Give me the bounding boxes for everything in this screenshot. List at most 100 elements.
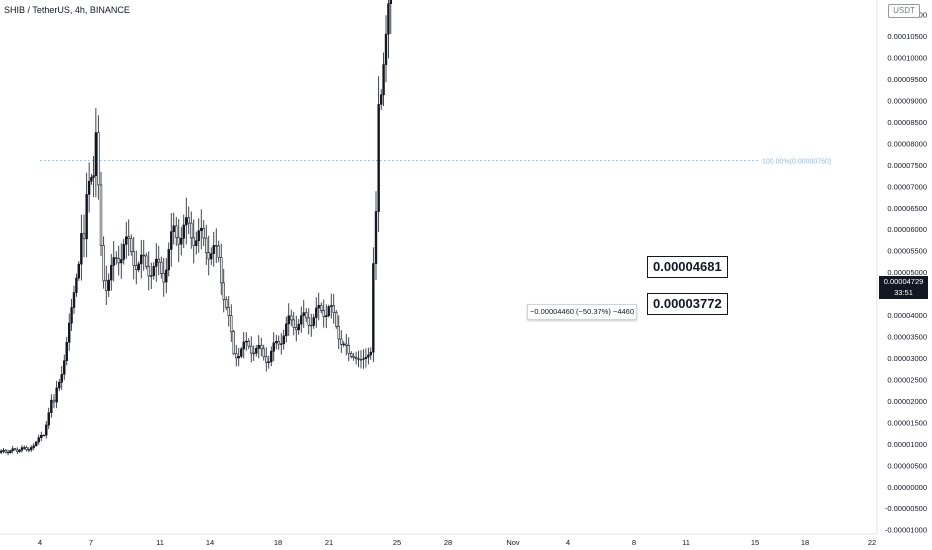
candle-body	[175, 225, 178, 238]
symbol-title: SHIB / TetherUS, 4h, BINANCE	[4, 5, 130, 15]
candle-body	[280, 343, 283, 345]
candle-body	[9, 450, 12, 454]
candle-body	[227, 307, 230, 316]
x-tick-label: 8	[632, 538, 636, 547]
candle-body	[210, 253, 213, 260]
candle-body	[182, 224, 185, 239]
candle-body	[55, 387, 58, 403]
y-tick-label: 0.00003000	[887, 354, 927, 363]
candle-body	[40, 434, 43, 439]
candle-body	[235, 353, 238, 359]
y-tick-label: 0.00006000	[887, 225, 927, 234]
candle-body	[217, 245, 220, 258]
y-tick-label: -0.00000500	[885, 504, 927, 513]
candle-body	[99, 184, 103, 246]
candle-body	[160, 261, 163, 274]
candle-body	[332, 305, 335, 313]
candle-body	[335, 312, 338, 327]
candle-body	[2, 450, 5, 452]
y-tick-label: 0.00002000	[887, 397, 927, 406]
candle-body	[295, 327, 298, 331]
candle-body	[0, 450, 3, 453]
candle-body	[384, 33, 388, 65]
currency-button[interactable]: USDT	[888, 4, 920, 18]
candle-body	[145, 255, 148, 267]
candle-body	[307, 317, 310, 326]
candle-body	[347, 345, 350, 354]
candle-body	[247, 340, 250, 347]
candle-body	[300, 315, 303, 325]
candle-body	[364, 356, 368, 360]
candle-body	[245, 340, 248, 343]
candle-body	[287, 315, 290, 325]
candle-body	[110, 265, 113, 281]
candle-body	[270, 350, 273, 363]
candle-body	[65, 341, 68, 361]
candle-body	[45, 424, 48, 436]
candle-body	[225, 299, 228, 308]
candle-body	[140, 254, 143, 265]
x-tick-label: 15	[751, 538, 759, 547]
candle-body	[23, 447, 26, 449]
y-tick-label: 0.00001000	[887, 440, 927, 449]
candle-body	[255, 348, 258, 354]
price-series	[0, 0, 392, 456]
candle-body	[230, 315, 233, 332]
candle-body	[302, 312, 305, 316]
candle-body	[190, 222, 193, 239]
candle-body	[379, 94, 383, 105]
candle-body	[32, 445, 35, 448]
candle-body	[162, 273, 165, 283]
y-tick-label: 0.00010500	[887, 32, 927, 41]
candle-body	[260, 344, 263, 350]
x-tick-label: 7	[89, 538, 93, 547]
current-price-value: 0.00004729	[883, 277, 924, 286]
candle-body	[6, 451, 10, 454]
candle-body	[310, 324, 313, 327]
candle-body	[354, 357, 358, 359]
x-tick-label: 22	[868, 538, 876, 547]
candle-body	[212, 245, 215, 254]
candle-body	[130, 238, 133, 252]
x-tick-label: 4	[38, 538, 42, 547]
candle-body	[70, 307, 73, 324]
candle-body	[200, 227, 203, 231]
candle-body	[262, 348, 265, 358]
x-tick-label: 14	[206, 538, 214, 547]
fib-bottom-label: 100.00%(0.00000760)	[762, 159, 831, 166]
candle-body	[272, 342, 275, 352]
candle-body	[157, 258, 160, 263]
candle-body	[325, 315, 328, 318]
candle-body	[250, 345, 253, 354]
y-tick-label: 0.00003500	[887, 333, 927, 342]
candle-body	[50, 399, 53, 413]
candle-body	[197, 230, 200, 242]
y-tick-label: 0.00002500	[887, 375, 927, 384]
candle-body	[320, 304, 323, 311]
candle-body	[58, 381, 61, 389]
candle-body	[240, 348, 243, 357]
candle-body	[120, 259, 123, 264]
candle-body	[90, 177, 93, 182]
candle-body	[47, 412, 50, 426]
candle-body	[180, 238, 183, 245]
callout-upper: 0.00004681	[647, 256, 728, 278]
candle-body	[112, 257, 115, 266]
x-tick-label: 18	[274, 538, 282, 547]
candle-body	[342, 343, 345, 346]
callout-lower: 0.00003772	[647, 293, 728, 315]
candle-body	[13, 448, 17, 451]
candle-body	[237, 356, 240, 359]
y-tick-label: 0.00009000	[887, 96, 927, 105]
candle-body	[94, 132, 98, 176]
y-tick-label: 0.00000000	[887, 483, 927, 492]
candle-body	[82, 233, 86, 240]
candle-body	[369, 351, 372, 356]
candle-body	[317, 304, 320, 309]
candle-body	[192, 237, 195, 246]
candle-body	[20, 447, 24, 451]
candle-body	[132, 251, 135, 266]
candle-body	[389, 0, 392, 4]
candle-body	[37, 437, 40, 443]
